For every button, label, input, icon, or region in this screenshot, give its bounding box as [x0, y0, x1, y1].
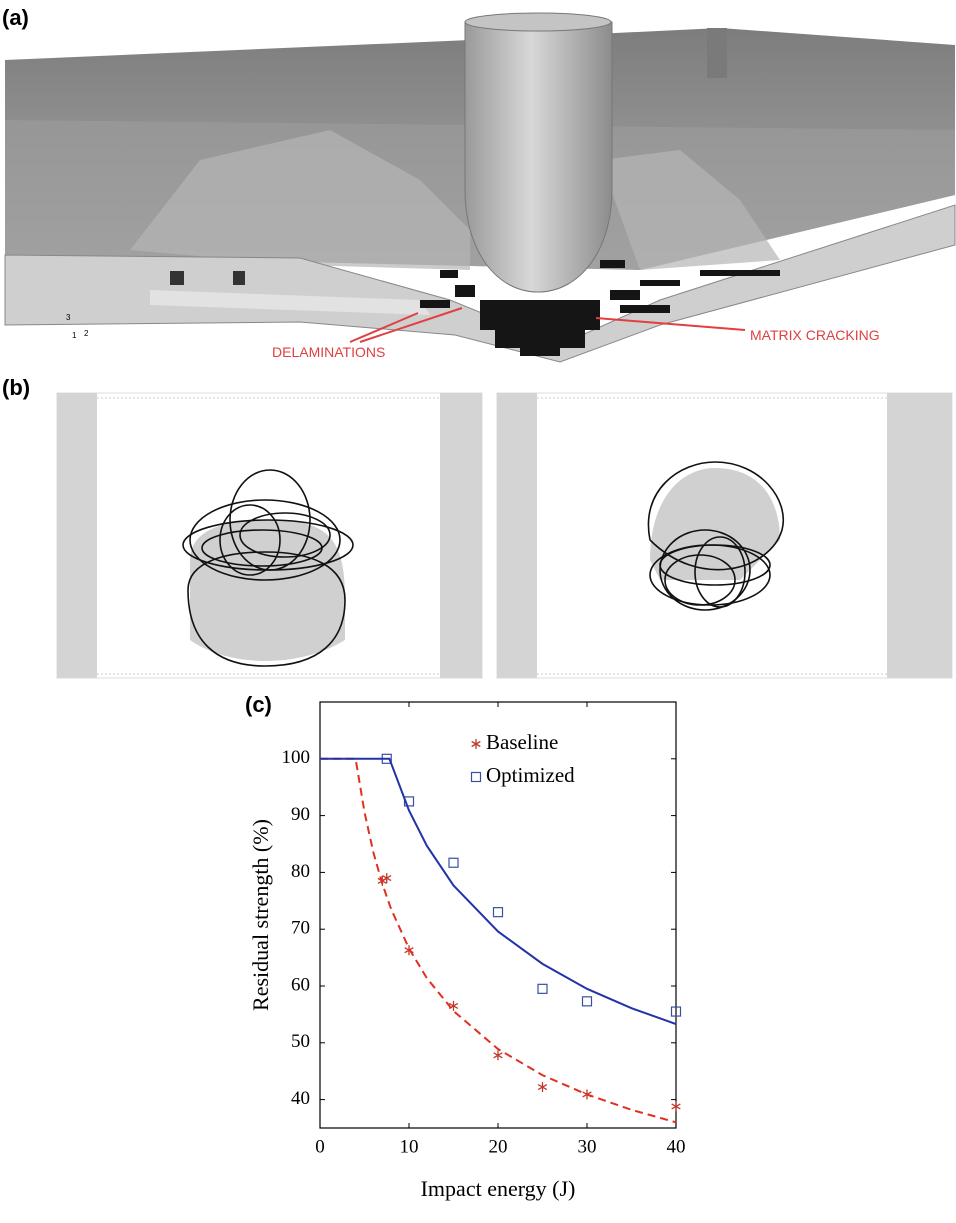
- node: [170, 271, 184, 285]
- chart: (c) Impact energy (J) Residual strength …: [245, 692, 686, 1201]
- figure: (a) DELAMINATIONS MATRIX CRACKING 3 1 2 …: [0, 0, 956, 1223]
- y-tick-label: 60: [291, 974, 310, 995]
- triad-label: 2: [84, 329, 89, 338]
- annotation: MATRIX CRACKING: [750, 327, 880, 343]
- marker-square: [449, 858, 458, 867]
- y-tick-label: 90: [291, 804, 310, 825]
- panel-label: (b): [2, 375, 30, 400]
- x-axis-label: Impact energy (J): [421, 1176, 576, 1201]
- triad-label: 3: [66, 313, 71, 322]
- marker-square: [538, 984, 547, 993]
- x-tick-label: 40: [667, 1136, 686, 1157]
- y-axis-label: Residual strength (%): [248, 819, 273, 1011]
- impactor-top: [465, 13, 611, 31]
- edge-bar: [887, 393, 952, 678]
- x-tick-label: 30: [578, 1136, 597, 1157]
- edge-bar: [57, 393, 97, 678]
- marker-asterisk: [494, 1050, 503, 1060]
- marker-square: [494, 908, 503, 917]
- y-tick-label: 40: [291, 1088, 310, 1109]
- plate-edge: [707, 28, 727, 78]
- damage-area: [190, 520, 345, 661]
- marker-square: [583, 997, 592, 1006]
- edge-bar: [497, 393, 537, 678]
- legend-label: Optimized: [486, 763, 575, 787]
- y-tick-label: 50: [291, 1031, 310, 1052]
- x-tick-label: 20: [489, 1136, 508, 1157]
- triad-label: 1: [72, 331, 77, 340]
- panel-b: (b): [2, 375, 952, 678]
- legend-label: Baseline: [486, 730, 558, 754]
- panel-a: (a) DELAMINATIONS MATRIX CRACKING 3 1 2: [2, 5, 955, 362]
- impactor: [465, 22, 612, 292]
- x-tick-label: 10: [400, 1136, 419, 1157]
- fit-line: [320, 759, 676, 1123]
- y-tick-label: 80: [291, 861, 310, 882]
- edge-bar: [440, 393, 482, 678]
- legend-marker: [472, 739, 481, 749]
- legend-marker: [472, 773, 481, 782]
- node: [233, 271, 245, 285]
- y-tick-label: 70: [291, 918, 310, 939]
- panel-label: (a): [2, 5, 29, 30]
- x-tick-label: 0: [315, 1136, 325, 1157]
- marker-asterisk: [672, 1101, 681, 1111]
- fit-line: [320, 759, 676, 1024]
- y-tick-label: 100: [282, 747, 311, 768]
- panel-label: (c): [245, 692, 272, 717]
- page: {"panels": { "a": {"label": "(a)", "anno…: [0, 0, 956, 1223]
- annotation: DELAMINATIONS: [272, 344, 385, 360]
- marker-asterisk: [538, 1082, 547, 1092]
